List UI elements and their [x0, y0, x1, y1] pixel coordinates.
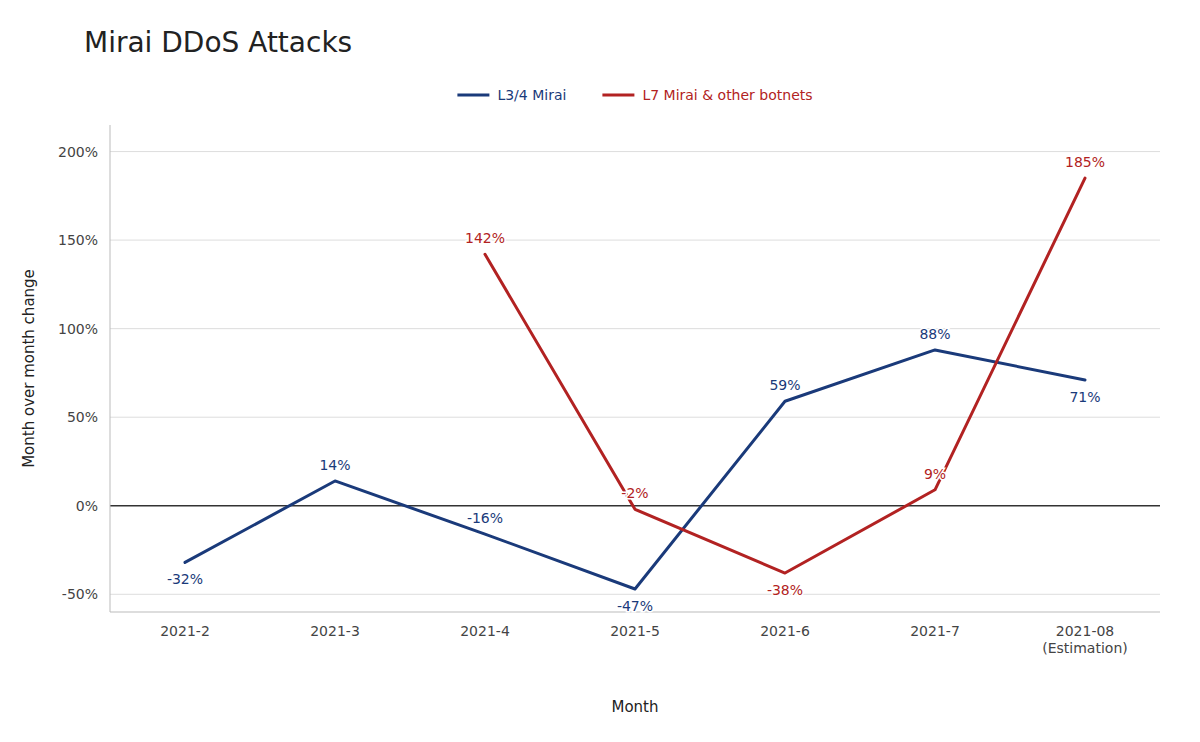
- data-label: 88%: [919, 326, 950, 342]
- data-label: 71%: [1069, 389, 1100, 405]
- legend-item: L7 Mirai & other botnets: [602, 87, 812, 103]
- data-label: 14%: [319, 457, 350, 473]
- zero-line: [110, 505, 1160, 507]
- x-tick-label: 2021-08(Estimation): [1042, 623, 1127, 656]
- y-tick-label: 100%: [58, 321, 98, 337]
- x-tick-label: 2021-4: [460, 623, 510, 639]
- x-tick-label-line: 2021-08: [1056, 623, 1115, 639]
- data-labels: -32% 14% -16% -47% 59% 88% 71% 142% -2% -38% 9% 185…: [167, 154, 1105, 614]
- y-axis-label: Month over month change: [20, 269, 38, 468]
- y-tick-label: 0%: [76, 498, 98, 514]
- data-label: -47%: [617, 598, 653, 614]
- data-label: -38%: [767, 582, 803, 598]
- data-label: -16%: [467, 510, 503, 526]
- legend-item: L3/4 Mirai: [457, 87, 566, 103]
- y-tick-label: 150%: [58, 232, 98, 248]
- legend-label: L7 Mirai & other botnets: [642, 87, 812, 103]
- grid-line: [110, 328, 1160, 329]
- x-axis-label: Month: [611, 698, 658, 716]
- y-tick-label: 200%: [58, 144, 98, 160]
- plot-area: [185, 178, 1085, 589]
- data-label: -2%: [621, 485, 648, 501]
- x-tick-label: 2021-5: [610, 623, 660, 639]
- x-tick-label: 2021-7: [910, 623, 960, 639]
- chart: Mirai DDoS Attacks -50% 0% 50% 100% 150% 200% 2…: [0, 0, 1200, 742]
- x-tick-label-line: (Estimation): [1042, 640, 1127, 656]
- x-tick-label-line: 2021-4: [460, 623, 510, 639]
- grid-line: [110, 240, 1160, 241]
- x-tick-label-line: 2021-5: [610, 623, 660, 639]
- grid: [110, 152, 1160, 595]
- data-label: 9%: [924, 466, 946, 482]
- data-label: -32%: [167, 571, 203, 587]
- y-axis-line: [110, 125, 111, 612]
- series-line: [485, 178, 1085, 573]
- x-tick-label: 2021-6: [760, 623, 810, 639]
- x-tick-label-line: 2021-7: [910, 623, 960, 639]
- grid-line: [110, 151, 1160, 152]
- series-line: [185, 350, 1085, 589]
- legend: L3/4 Mirai L7 Mirai & other botnets: [457, 87, 812, 103]
- data-label: 185%: [1065, 154, 1105, 170]
- x-tick-label: 2021-2: [160, 623, 210, 639]
- x-tick-label-line: 2021-3: [310, 623, 360, 639]
- legend-swatch: [457, 94, 489, 97]
- y-tick-label: -50%: [62, 586, 98, 602]
- x-tick-label-line: 2021-6: [760, 623, 810, 639]
- legend-label: L3/4 Mirai: [497, 87, 566, 103]
- grid-line: [110, 417, 1160, 418]
- y-tick-label: 50%: [67, 409, 98, 425]
- x-tick-label-line: 2021-2: [160, 623, 210, 639]
- title: Mirai DDoS Attacks: [84, 26, 352, 59]
- legend-swatch: [602, 94, 634, 97]
- grid-line: [110, 594, 1160, 595]
- data-label: 142%: [465, 230, 505, 246]
- data-label: 59%: [769, 377, 800, 393]
- x-tick-label: 2021-3: [310, 623, 360, 639]
